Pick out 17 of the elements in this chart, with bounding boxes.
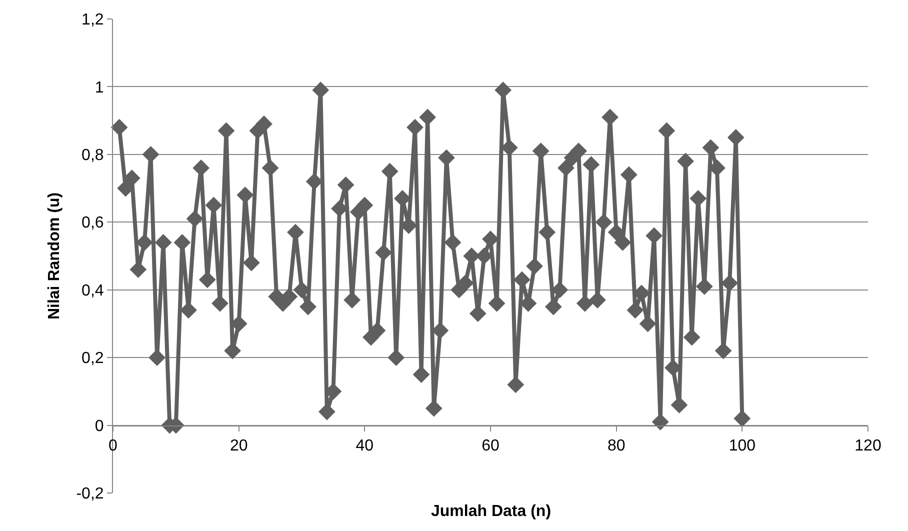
y-tick-label: -0,2	[76, 486, 104, 503]
y-axis-title: Nilai Random (u)	[46, 192, 64, 320]
y-tick-label: 0	[94, 418, 104, 435]
y-tick-label: 0,8	[82, 147, 104, 164]
y-tick-label: 1,2	[82, 12, 104, 29]
x-tick-label: 100	[728, 437, 756, 454]
x-tick-label: 120	[854, 437, 882, 454]
y-tick-label: 0,6	[82, 214, 104, 232]
x-axis-title: Jumlah Data (n)	[431, 503, 552, 520]
y-tick-label: 0,2	[82, 350, 104, 368]
x-tick-label: 60	[482, 437, 500, 454]
y-tick-label: 0,4	[82, 282, 104, 300]
x-tick-label: 40	[356, 437, 374, 454]
x-tick-label: 20	[230, 437, 248, 454]
x-tick-label: 0	[108, 437, 118, 454]
y-tick-label: 1	[94, 79, 104, 96]
x-tick-label: 80	[607, 437, 626, 454]
